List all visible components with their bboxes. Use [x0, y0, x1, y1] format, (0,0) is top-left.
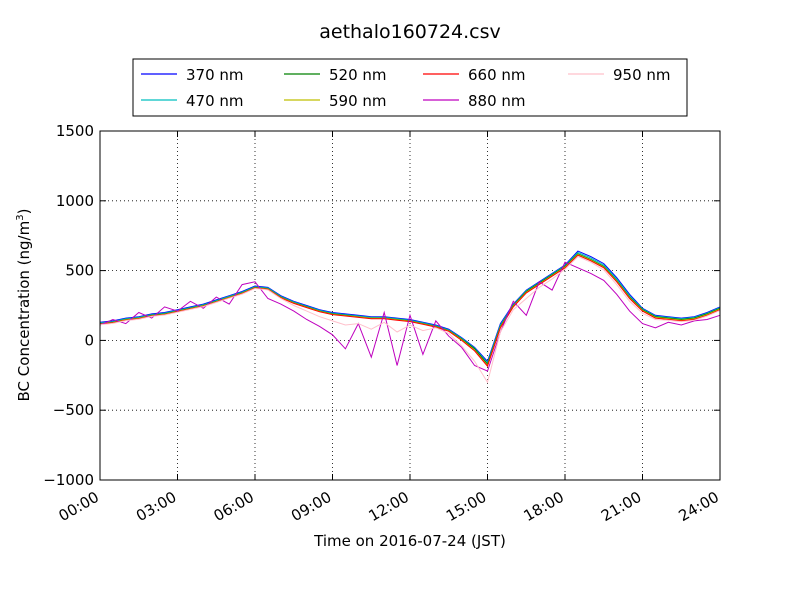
x-tick-label: 03:00 [133, 488, 179, 525]
legend-label: 590 nm [329, 92, 387, 110]
legend-label: 520 nm [329, 66, 387, 84]
x-tick-label: 06:00 [211, 488, 257, 525]
legend-label: 370 nm [186, 66, 244, 84]
x-tick-label: 12:00 [366, 488, 412, 525]
y-axis-label-main: BC Concentration (ng/m [15, 221, 33, 402]
y-tick-label: 0 [84, 331, 94, 349]
series-line-370-nm [99, 250, 721, 363]
data-series [99, 250, 721, 384]
legend-label: 880 nm [468, 92, 526, 110]
y-tick-label: 1500 [56, 122, 94, 140]
x-axis-label: Time on 2016-07-24 (JST) [313, 532, 506, 550]
y-axis-label: BC Concentration (ng/m3) [15, 209, 33, 402]
series-line-880-nm [99, 261, 721, 372]
series-line-470-nm [99, 251, 721, 364]
y-tick-label: −1000 [43, 471, 94, 489]
x-tick-label: 21:00 [598, 488, 644, 525]
legend-label: 950 nm [613, 66, 671, 84]
x-tick-label: 15:00 [443, 488, 489, 525]
x-tick-label: 00:00 [56, 488, 102, 525]
y-axis-label-superscript: 3 [15, 214, 26, 220]
y-tick-label: 500 [65, 262, 94, 280]
y-tick-label: −500 [53, 401, 94, 419]
legend-box [132, 58, 688, 117]
legend-label: 470 nm [186, 92, 244, 110]
x-tick-label: 09:00 [288, 488, 334, 525]
grid-lines [100, 131, 720, 480]
legend-label: 660 nm [468, 66, 526, 84]
x-tick-label: 24:00 [676, 488, 722, 525]
x-tick-label: 18:00 [521, 488, 567, 525]
legend: 370 nm 470 nm 520 nm 590 nm 660 nm 880 nm 950 … [132, 58, 688, 117]
chart-title: aethalo160724.csv [319, 21, 501, 43]
series-line-950-nm [99, 256, 721, 384]
y-tick-label: 1000 [56, 192, 94, 210]
y-axis-label-close: ) [15, 209, 33, 215]
